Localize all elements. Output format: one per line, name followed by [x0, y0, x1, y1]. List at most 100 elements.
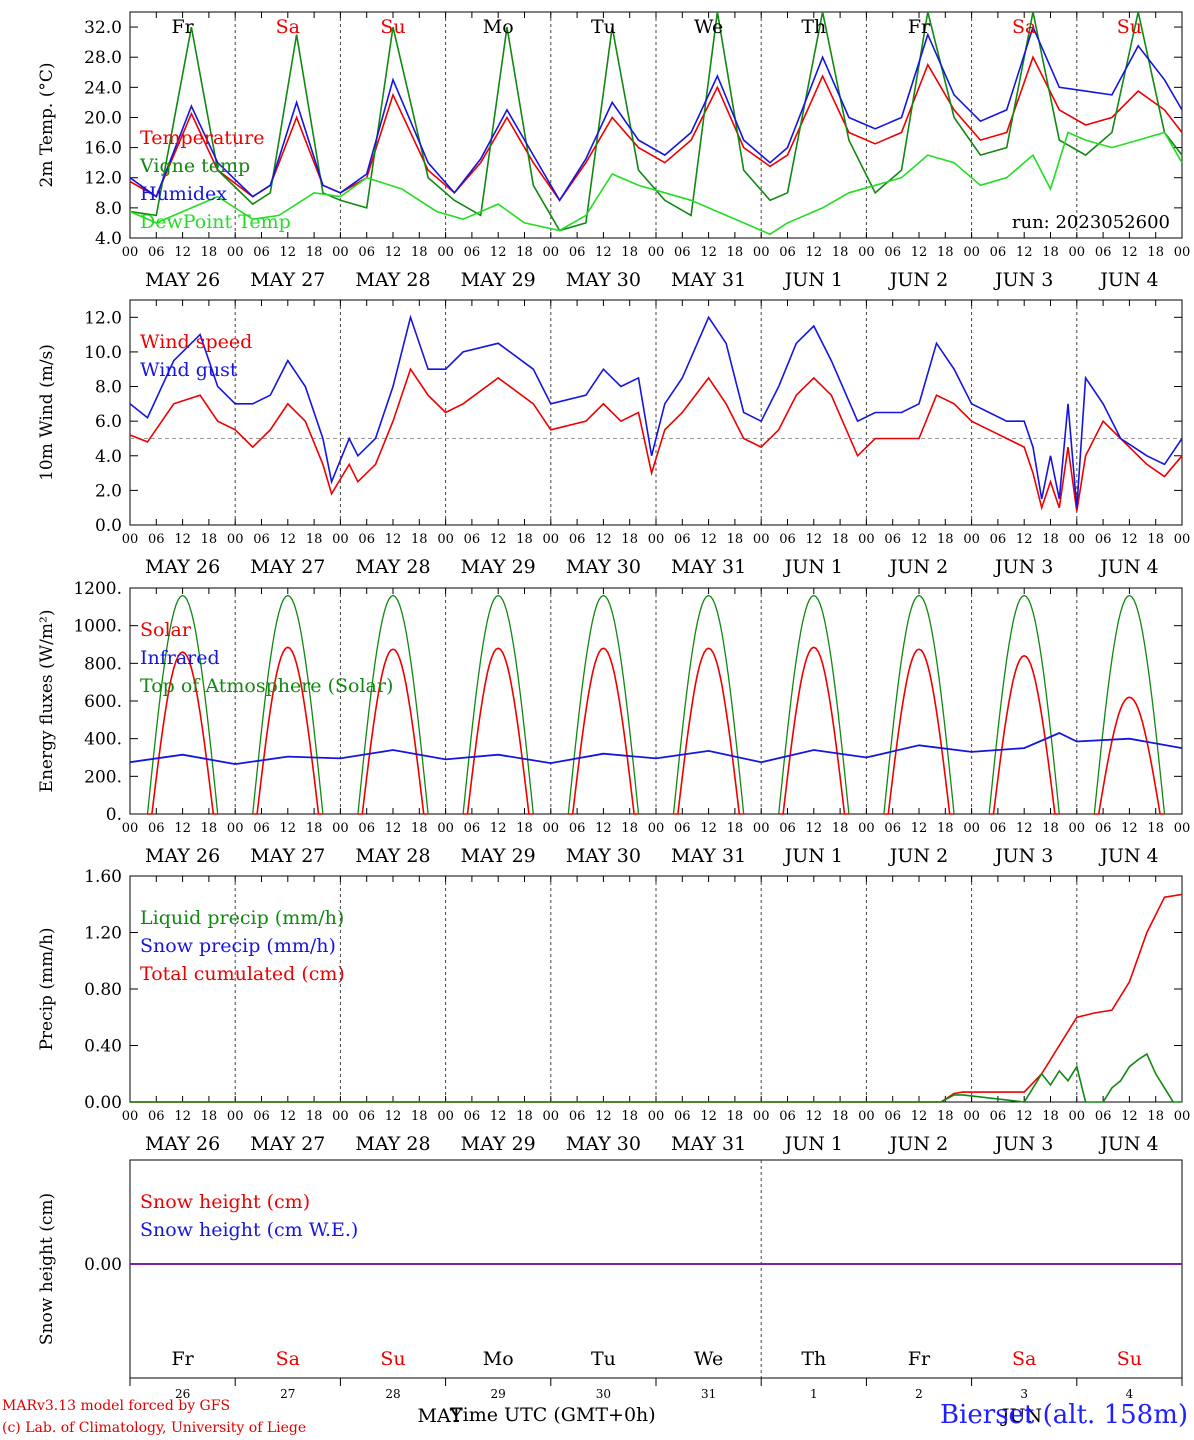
y-tick-label: 8.0 [95, 378, 122, 398]
bottom-day-number: 3 [1020, 1387, 1028, 1401]
hour-tick-label: 12 [700, 821, 717, 836]
hour-tick-label: 06 [1095, 532, 1112, 547]
series-wind-gust [129, 314, 1183, 508]
weekday-label-top: Mo [483, 16, 514, 38]
hour-tick-label: 12 [911, 532, 928, 547]
hour-tick-label: 06 [990, 532, 1007, 547]
hour-tick-label: 00 [122, 532, 139, 547]
hour-tick-label: 12 [911, 1109, 928, 1124]
series-dewpoint-temp [129, 131, 1183, 236]
series-top-of-atmosphere-day [1093, 594, 1166, 815]
series-top-of-atmosphere-day [883, 594, 955, 815]
bottom-day-number: 29 [491, 1387, 506, 1401]
hour-tick-label: 12 [174, 245, 191, 260]
hour-tick-label: 18 [727, 245, 744, 260]
hour-tick-label: 06 [884, 532, 901, 547]
hour-tick-label: 18 [306, 245, 323, 260]
y-tick-label: 24.0 [84, 78, 122, 98]
hour-tick-label: 06 [148, 1109, 165, 1124]
hour-tick-label: 06 [1095, 1109, 1112, 1124]
day-label: MAY 27 [250, 556, 325, 578]
hour-tick-label: 18 [516, 245, 533, 260]
series-vigne-temp [129, 11, 1183, 232]
bottom-day-number: 28 [385, 1387, 400, 1401]
y-tick-label: 16.0 [84, 139, 122, 159]
series-solar-day [1094, 696, 1165, 815]
hour-tick-label: 06 [358, 821, 375, 836]
weekday-label-bottom: Mo [483, 1348, 514, 1370]
legend-entry: Infrared [140, 647, 220, 669]
hour-tick-label: 00 [648, 821, 665, 836]
hour-tick-label: 12 [280, 821, 297, 836]
weekday-label-top: Su [1117, 16, 1142, 38]
y-tick-label: 0. [106, 805, 122, 825]
day-label: JUN 1 [783, 1133, 843, 1155]
hour-tick-label: 00 [963, 1109, 980, 1124]
legend-entry: Wind speed [140, 331, 252, 353]
panel-frame [129, 299, 1183, 526]
weekday-label-bottom: Th [801, 1348, 826, 1370]
bottom-day-number: 27 [280, 1387, 295, 1401]
day-label: MAY 26 [145, 1133, 220, 1155]
model-credit-line-1: MARv3.13 model forced by GFS [2, 1398, 231, 1414]
y-tick-label: 20.0 [84, 108, 122, 128]
day-label: MAY 26 [145, 556, 220, 578]
hour-tick-label: 18 [201, 821, 218, 836]
bottom-day-number: 2 [915, 1387, 923, 1401]
month-label-may: MAY [418, 1405, 463, 1427]
hour-tick-label: 00 [648, 1109, 665, 1124]
y-tick-label: 32.0 [84, 18, 122, 38]
hour-tick-label: 00 [1174, 821, 1191, 836]
weekday-label-bottom: Su [380, 1348, 405, 1370]
hour-tick-label: 18 [1147, 821, 1164, 836]
hour-tick-label: 18 [201, 245, 218, 260]
series-temperature [129, 55, 1183, 202]
day-label: JUN 4 [1098, 556, 1158, 578]
y-tick-label: 8.0 [95, 199, 122, 219]
y-tick-label: 0.40 [84, 1037, 122, 1057]
series-top-of-atmosphere-day [146, 594, 219, 815]
hour-tick-label: 06 [148, 245, 165, 260]
hour-tick-label: 00 [227, 1109, 244, 1124]
hour-tick-label: 00 [122, 245, 139, 260]
day-label: JUN 1 [783, 845, 843, 867]
day-label: JUN 2 [888, 269, 948, 291]
hour-tick-label: 00 [543, 821, 560, 836]
hour-tick-label: 18 [306, 1109, 323, 1124]
y-axis-label: 10m Wind (m/s) [37, 344, 57, 481]
hour-tick-label: 18 [411, 245, 428, 260]
series-solar-day [989, 654, 1060, 815]
series-top-of-atmosphere-day [778, 594, 850, 815]
series-solar-day [778, 646, 849, 815]
hour-tick-label: 12 [490, 821, 507, 836]
series-top-of-atmosphere-day [567, 594, 640, 815]
month-label-jun: JUN [1000, 1405, 1042, 1427]
series-top-of-atmosphere-day [672, 594, 745, 815]
hour-tick-label: 00 [122, 1109, 139, 1124]
y-axis-label: Energy fluxes (W/m²) [37, 610, 57, 793]
y-tick-label: 1.20 [84, 924, 122, 944]
hour-tick-label: 12 [1016, 821, 1033, 836]
series-solar-day [252, 646, 323, 815]
hour-tick-label: 18 [937, 1109, 954, 1124]
hour-tick-label: 12 [595, 821, 612, 836]
y-tick-label: 2.0 [95, 481, 122, 501]
hour-tick-label: 12 [806, 245, 823, 260]
hour-tick-label: 12 [806, 821, 823, 836]
hour-tick-label: 12 [385, 821, 402, 836]
hour-tick-label: 18 [1147, 532, 1164, 547]
hour-tick-label: 12 [174, 1109, 191, 1124]
y-tick-label: 1200. [73, 579, 122, 599]
hour-tick-label: 18 [727, 821, 744, 836]
hour-tick-label: 06 [1095, 245, 1112, 260]
hour-tick-label: 00 [648, 532, 665, 547]
hour-tick-label: 00 [858, 1109, 875, 1124]
day-label: MAY 31 [671, 845, 746, 867]
legend-entry: Liquid precip (mm/h) [140, 907, 344, 929]
hour-tick-label: 18 [832, 821, 849, 836]
hour-tick-label: 06 [674, 1109, 691, 1124]
hour-tick-label: 12 [806, 532, 823, 547]
hour-tick-label: 12 [911, 821, 928, 836]
hour-tick-label: 18 [621, 1109, 638, 1124]
